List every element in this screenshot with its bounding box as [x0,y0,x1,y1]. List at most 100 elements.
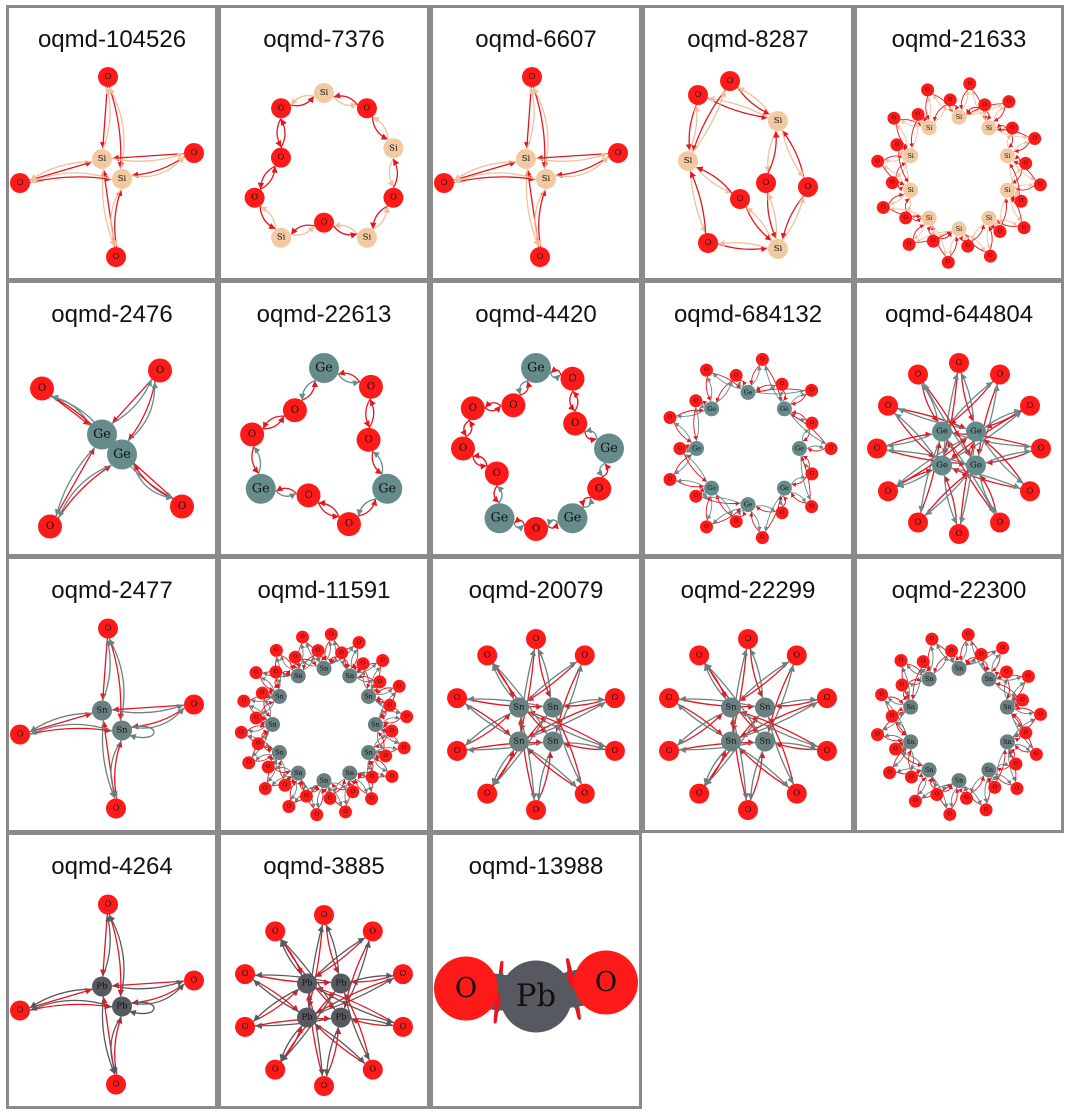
node-circle [754,697,775,718]
oxygen-node: O [894,654,908,668]
edge [352,665,359,671]
node-label: Ge [744,388,753,396]
oxygen-node: O [484,461,509,486]
node-label: O [948,97,953,103]
oxygen-node: O [296,483,321,508]
node-circle [30,376,54,401]
panel-title: oqmd-104526 [37,26,187,53]
oxygen-node: O [775,506,789,520]
edge [912,224,925,240]
node-circle [981,762,997,778]
node-label: O [915,369,922,379]
node-label: O [966,243,971,249]
node-circle [106,798,126,819]
edge [923,383,972,458]
node-label: Sn [985,675,993,683]
edge [746,207,773,242]
node-label: O [370,774,375,780]
node-circle [999,182,1015,198]
edge [949,106,956,112]
edge [707,495,713,520]
edge [884,156,904,164]
panel-title: oqmd-644804 [884,301,1034,328]
node-label: Si [986,124,992,132]
node-label: O [829,446,834,452]
edge [983,777,989,803]
oxygen-node: O [258,781,272,795]
node-circle [775,377,789,391]
node-circle [106,1074,126,1095]
node-circle [242,756,256,770]
node-label: O [38,383,46,394]
edge [767,131,780,174]
node-circle [805,467,819,481]
node-circle [400,710,414,724]
node-label: O [277,153,284,163]
edge [289,778,296,784]
edge [373,757,388,773]
edge [380,710,387,720]
metal-node: Sn [361,745,377,761]
node-circle [524,517,548,541]
structure-panel: oqmd-11591 Sn Sn Sn Sn Sn Sn Sn Sn Sn Sn Sn Sn O O O O O O… [218,556,430,833]
edges [487,958,587,1024]
edge [1015,185,1035,193]
oxygen-node: O [235,964,256,985]
node-label: O [278,103,285,113]
oxygen-node: O [990,512,1010,533]
node-label: O [242,1022,249,1032]
edge [676,409,705,419]
oxygen-node: O [434,173,454,193]
node-label: O [459,443,467,454]
edge [982,660,991,672]
edge [261,701,275,715]
edge [910,749,916,770]
edge [966,106,979,114]
oxygen-node: O [871,154,885,168]
oxygen-node: O [786,645,807,666]
node-label: O [760,356,765,362]
node-circle [941,255,955,269]
metal-node: Ge [484,503,515,534]
node-label: O [251,193,258,203]
node-circle [738,800,758,820]
node-circle [791,441,807,456]
node-circle [720,71,740,91]
oxygen-node: O [608,143,628,163]
edge [991,653,1001,672]
edge [354,778,369,794]
node-label: O [242,698,247,704]
node-label: O [367,381,375,392]
edge [253,446,262,475]
node-circle [365,792,379,806]
edge [315,1023,366,1065]
metal-node: Si [768,111,788,131]
metal-node: Si [921,210,937,226]
node-label: Ge [936,427,948,437]
edge [789,413,826,445]
edges [464,648,607,801]
node-circle [604,740,625,761]
node-label: O [1023,160,1028,166]
metal-node: Sn [112,720,132,741]
node-label: Sn [320,664,328,672]
oxygen-node: O [755,531,769,545]
node-circle [234,725,248,739]
edge [538,649,552,698]
oxygen-node: O [883,766,897,780]
node-label: O [1015,785,1020,791]
node-circle [721,731,742,752]
node-circle [271,745,287,761]
edge [994,671,1001,677]
oxygen-node: O [729,515,743,529]
edge [535,750,552,800]
node-label: Ge [970,427,982,437]
structure-graph: O O Pb [434,950,638,1033]
node-circle [385,724,399,738]
edge [689,170,706,233]
edge [363,398,371,428]
node-circle [240,422,265,447]
oxygen-node: O [269,665,283,679]
node-circle [10,1000,30,1021]
